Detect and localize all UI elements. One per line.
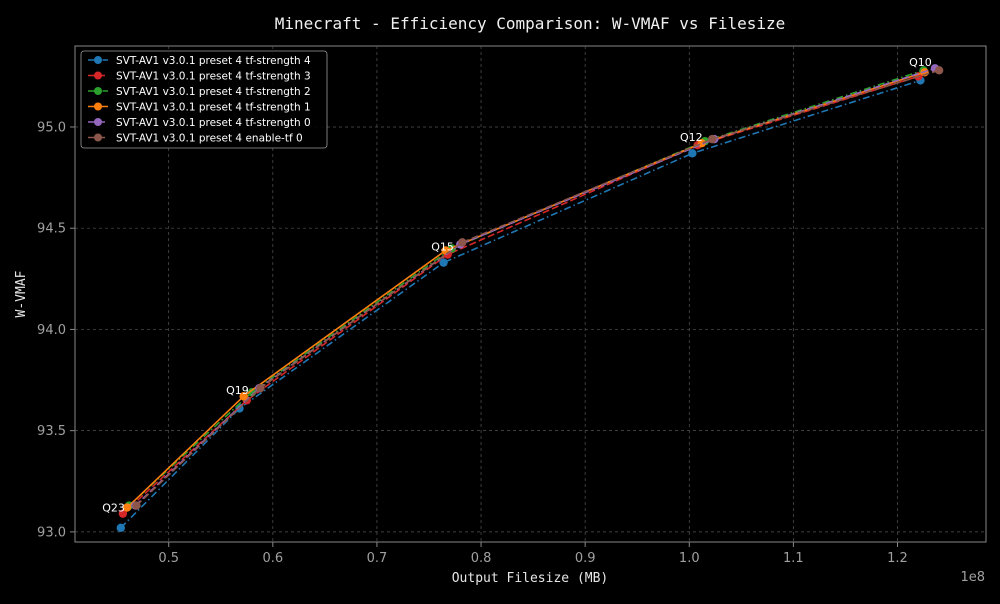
x-tick-label: 0.6	[262, 551, 283, 566]
data-point	[934, 66, 944, 75]
legend-marker	[94, 102, 102, 111]
y-tick-label: 93.5	[37, 424, 66, 439]
y-axis: 93.0 93.5 94.0 94.5 95.0	[37, 120, 75, 540]
legend-label: SVT-AV1 v3.0.1 preset 4 tf-strength 1	[116, 101, 311, 113]
legend-label: SVT-AV1 v3.0.1 preset 4 tf-strength 2	[116, 86, 311, 98]
quality-label: Q19	[226, 384, 249, 397]
series-0	[116, 76, 925, 533]
data-point	[256, 383, 265, 393]
y-tick-label: 93.0	[37, 525, 66, 540]
quality-label: Q10	[909, 56, 932, 69]
data-point	[118, 509, 128, 518]
data-point	[458, 238, 467, 247]
x-tick-label: 0.5	[158, 551, 179, 566]
x-tick-label: 0.9	[575, 551, 596, 566]
x-tick-label: 0.8	[471, 551, 492, 566]
legend-items: SVT-AV1 v3.0.1 preset 4 tf-strength 4 SVT…	[88, 55, 311, 144]
x-tick-label: 1.1	[783, 551, 804, 566]
quality-label: Q23	[102, 502, 125, 515]
y-tick-label: 94.5	[37, 222, 66, 237]
data-point	[707, 134, 717, 144]
quality-annotations: Q23 Q19 Q15 Q12 Q10	[102, 56, 932, 514]
series-line	[120, 79, 921, 529]
data-point	[688, 149, 697, 158]
legend-box	[80, 50, 328, 149]
y-axis-label: W-VMAF	[14, 270, 29, 317]
series-layer	[116, 64, 944, 533]
data-point	[239, 392, 248, 401]
legend-item: SVT-AV1 v3.0.1 preset 4 tf-strength 2	[88, 86, 311, 98]
chart-title: Minecraft - Efficiency Comparison: W-VMA…	[275, 14, 786, 33]
legend-label: SVT-AV1 v3.0.1 preset 4 tf-strength 3	[116, 70, 311, 82]
series-5	[132, 66, 944, 510]
x-axis-label: Output Filesize (MB)	[452, 571, 609, 586]
legend-marker	[94, 133, 102, 142]
legend-marker	[94, 56, 102, 64]
data-point	[122, 503, 132, 512]
x-tick-label: 1.2	[887, 551, 908, 566]
legend-item: SVT-AV1 v3.0.1 preset 4 tf-strength 3	[88, 70, 311, 82]
legend-label: SVT-AV1 v3.0.1 preset 4 enable-tf 0	[116, 132, 303, 144]
y-tick-label: 95.0	[37, 120, 66, 135]
legend-label: SVT-AV1 v3.0.1 preset 4 tf-strength 4	[116, 55, 311, 67]
x-tick-label: 0.7	[367, 551, 388, 566]
quality-label: Q15	[431, 240, 454, 253]
x-tick-label: 1.0	[679, 551, 700, 566]
legend-item: SVT-AV1 v3.0.1 preset 4 enable-tf 0	[88, 132, 303, 144]
data-point	[132, 501, 141, 510]
legend-marker	[94, 87, 102, 95]
quality-label: Q12	[680, 131, 703, 144]
series-line	[135, 69, 940, 507]
legend-item: SVT-AV1 v3.0.1 preset 4 tf-strength 0	[88, 117, 311, 129]
legend-item: SVT-AV1 v3.0.1 preset 4 tf-strength 1	[88, 101, 311, 113]
legend-marker	[94, 71, 102, 80]
y-tick-label: 94.0	[37, 323, 66, 338]
legend-marker	[94, 118, 102, 126]
x-axis: 0.5 0.6 0.7 0.8 0.9 1.0 1.1 1.2	[158, 542, 908, 566]
legend: SVT-AV1 v3.0.1 preset 4 tf-strength 4 SVT…	[80, 50, 328, 149]
data-point	[116, 523, 126, 533]
data-point	[439, 258, 448, 267]
legend-label: SVT-AV1 v3.0.1 preset 4 tf-strength 0	[116, 117, 311, 129]
series-line	[128, 69, 924, 507]
legend-item: SVT-AV1 v3.0.1 preset 4 tf-strength 4	[88, 55, 311, 67]
x-offset-label: 1e8	[960, 570, 985, 585]
